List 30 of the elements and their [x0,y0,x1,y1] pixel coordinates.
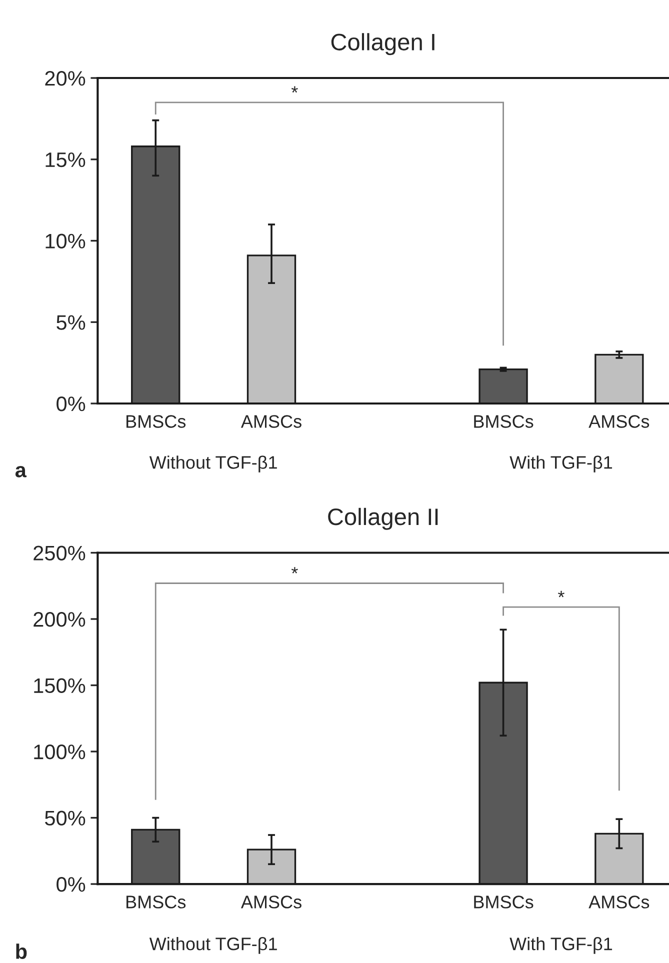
x-tick-label: AMSCs [240,415,302,428]
annotation: * [291,567,298,574]
text: With TGF-β1 [510,456,612,472]
x-tick-label: BMSCs [126,415,186,428]
y-tick-label: 0% [56,396,86,412]
y-tick-label: 200% [34,612,86,627]
x-tick-label: AMSCs [588,415,650,428]
x-tick-label: BMSCs [474,896,534,908]
text: b [16,944,27,959]
chart-title: Collagen II [328,508,438,530]
y-tick-label: 20% [45,71,86,86]
y-tick-label: 50% [45,810,86,826]
y-tick-label: 15% [46,152,86,168]
x-tick-label: AMSCs [588,896,650,908]
text: Without TGF-β1 [149,937,277,954]
x-tick-label: BMSCs [474,415,534,428]
annotation: * [558,590,564,598]
y-tick-label: 150% [34,678,86,694]
text: a [15,466,27,478]
text: Without TGF-β1 [149,456,277,472]
y-tick-label: 250% [34,546,86,561]
y-tick-label: 5% [56,315,86,330]
y-tick-label: 100% [34,744,86,760]
text: With TGF-β1 [510,937,612,954]
annotation: * [291,86,298,93]
y-tick-label: 0% [56,877,86,892]
y-tick-label: 10% [46,234,86,249]
x-tick-label: BMSCs [126,896,186,908]
chart-title: Collagen I [331,33,434,56]
x-tick-label: AMSCs [240,896,302,908]
